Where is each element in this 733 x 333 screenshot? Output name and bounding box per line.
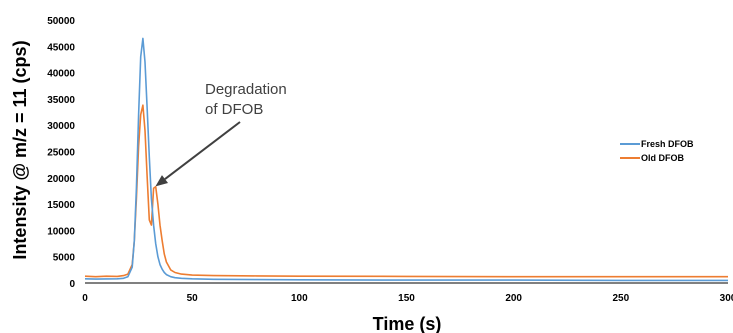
y-axis-title: Intensity @ m/z = 11 (cps) — [10, 40, 30, 259]
y-tick-label: 25000 — [47, 148, 75, 159]
y-tick-label: 20000 — [47, 174, 75, 185]
y-tick-label: 45000 — [47, 42, 75, 53]
legend-label-old: Old DFOB — [641, 153, 684, 163]
legend-label-fresh: Fresh DFOB — [641, 139, 694, 149]
y-tick-label: 40000 — [47, 69, 75, 80]
x-tick-label: 150 — [398, 293, 415, 304]
annotation-arrow — [164, 121, 241, 180]
series-layer — [84, 37, 728, 282]
x-tick-label: 300 — [720, 293, 733, 304]
x-axis-title: Time (s) — [373, 314, 442, 333]
annotation: Degradation of DFOB — [155, 81, 287, 187]
annotation-line-2: of DFOB — [205, 101, 263, 118]
x-axis-ticks: 0 50 100 150 200 250 300 — [82, 293, 733, 304]
y-tick-label: 0 — [69, 279, 75, 290]
x-tick-label: 100 — [291, 293, 308, 304]
annotation-line-1: Degradation — [205, 81, 287, 98]
x-tick-label: 0 — [82, 293, 88, 304]
x-tick-label: 50 — [187, 293, 199, 304]
series-line-fresh-dfob — [84, 37, 728, 282]
series-line-old-dfob — [84, 104, 728, 278]
legend: Fresh DFOB Old DFOB — [620, 139, 694, 163]
x-tick-label: 200 — [505, 293, 522, 304]
y-axis-ticks: 0 5000 10000 15000 20000 25000 30000 35000 40000… — [47, 16, 75, 290]
y-tick-label: 30000 — [47, 121, 75, 132]
y-tick-label: 15000 — [47, 200, 75, 211]
x-tick-label: 250 — [612, 293, 629, 304]
y-tick-label: 35000 — [47, 95, 75, 106]
y-tick-label: 5000 — [53, 253, 76, 264]
y-tick-label: 50000 — [47, 16, 75, 27]
y-tick-label: 10000 — [47, 226, 75, 237]
annotation-arrow-head — [155, 175, 169, 187]
